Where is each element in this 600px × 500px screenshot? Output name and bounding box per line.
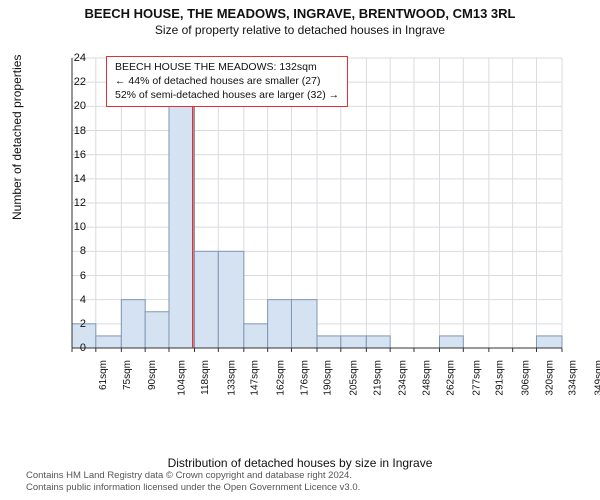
x-tick-label: 334sqm: [568, 360, 579, 396]
y-tick-label: 2: [64, 318, 86, 330]
x-tick-label: 234sqm: [398, 360, 409, 396]
x-tick-label: 75sqm: [122, 360, 133, 390]
y-axis-label: Number of detached properties: [10, 55, 24, 220]
x-tick-label: 291sqm: [495, 360, 506, 396]
legend-line-3: 52% of semi-detached houses are larger (…: [115, 88, 339, 102]
footer-line-1: Contains HM Land Registry data © Crown c…: [26, 470, 360, 482]
x-tick-label: 262sqm: [446, 360, 457, 396]
legend-line-1: BEECH HOUSE THE MEADOWS: 132sqm: [115, 60, 339, 74]
chart-subtitle: Size of property relative to detached ho…: [0, 23, 600, 37]
x-tick-label: 205sqm: [349, 360, 360, 396]
chart-container: BEECH HOUSE, THE MEADOWS, INGRAVE, BRENT…: [0, 0, 600, 500]
x-tick-label: 104sqm: [177, 360, 188, 396]
y-tick-label: 22: [64, 76, 86, 88]
legend-box: BEECH HOUSE THE MEADOWS: 132sqm ← 44% of…: [106, 56, 348, 107]
y-tick-label: 12: [64, 197, 86, 209]
y-tick-label: 0: [64, 342, 86, 354]
x-tick-label: 90sqm: [147, 360, 158, 390]
x-tick-label: 306sqm: [520, 360, 531, 396]
x-axis-label: Distribution of detached houses by size …: [0, 456, 600, 470]
plot-wrap: BEECH HOUSE THE MEADOWS: 132sqm ← 44% of…: [62, 48, 572, 398]
x-tick-label: 248sqm: [422, 360, 433, 396]
x-tick-label: 320sqm: [544, 360, 555, 396]
y-tick-label: 6: [64, 270, 86, 282]
y-tick-label: 8: [64, 245, 86, 257]
y-tick-label: 4: [64, 294, 86, 306]
y-tick-label: 14: [64, 173, 86, 185]
y-tick-label: 16: [64, 149, 86, 161]
x-tick-label: 162sqm: [275, 360, 286, 396]
x-tick-label: 61sqm: [98, 360, 109, 390]
x-tick-label: 147sqm: [250, 360, 261, 396]
legend-line-2: ← 44% of detached houses are smaller (27…: [115, 74, 339, 88]
y-tick-label: 24: [64, 52, 86, 64]
y-tick-label: 18: [64, 125, 86, 137]
x-tick-label: 349sqm: [594, 360, 600, 396]
x-tick-label: 133sqm: [226, 360, 237, 396]
footer: Contains HM Land Registry data © Crown c…: [26, 470, 360, 494]
footer-line-2: Contains public information licensed und…: [26, 482, 360, 494]
x-tick-label: 190sqm: [323, 360, 334, 396]
x-tick-label: 176sqm: [299, 360, 310, 396]
y-tick-label: 10: [64, 221, 86, 233]
y-tick-label: 20: [64, 100, 86, 112]
x-tick-label: 219sqm: [372, 360, 383, 396]
chart-title: BEECH HOUSE, THE MEADOWS, INGRAVE, BRENT…: [0, 0, 600, 21]
x-tick-label: 118sqm: [200, 360, 211, 395]
x-tick-label: 277sqm: [471, 360, 482, 396]
